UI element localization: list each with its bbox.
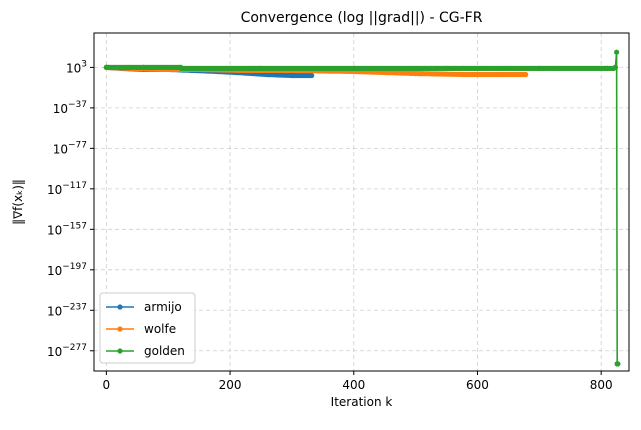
y-tick-label: 10−197 (47, 262, 87, 278)
y-axis-label: ‖∇f(xₖ)‖ (11, 179, 25, 225)
y-tick-label: 10−117 (47, 181, 87, 197)
series-point-wolfe (413, 70, 419, 77)
series-point-golden (103, 64, 109, 70)
series-point-wolfe (523, 71, 529, 78)
legend: armijo wolfe golden (99, 292, 196, 364)
x-tick-label: 0 (103, 378, 111, 392)
chart-title: Convergence (log ||grad||) - CG-FR (241, 10, 483, 26)
legend-item-golden: golden (106, 344, 185, 358)
x-tick-label: 800 (590, 378, 613, 392)
series-layer (103, 49, 621, 367)
series-point-armijo (309, 72, 315, 79)
series-point-golden (614, 49, 620, 55)
x-axis-label: Iteration k (331, 395, 393, 409)
plot-frame (93, 32, 630, 372)
y-tick-label: 10−37 (53, 100, 87, 116)
series-point-golden (178, 65, 184, 71)
series-point-wolfe (462, 71, 468, 78)
series-point-golden (443, 65, 450, 71)
legend-label-armijo: armijo (144, 300, 182, 314)
x-tick-label: 600 (466, 378, 489, 392)
x-axis-ticks: 0 200 400 600 800 (103, 371, 613, 392)
series-point-golden (258, 65, 264, 71)
x-tick-label: 200 (219, 378, 242, 392)
series-point-golden (612, 64, 619, 70)
legend-marker-wolfe (117, 326, 123, 332)
legend-label-golden: golden (144, 344, 185, 358)
y-tick-label: 10−157 (47, 221, 87, 237)
y-tick-label: 10−77 (53, 140, 87, 156)
series-point-golden (351, 65, 357, 71)
legend-items: armijo wolfe golden (106, 300, 185, 358)
legend-item-armijo: armijo (106, 300, 182, 314)
legend-marker-armijo (117, 304, 123, 310)
series-point-golden (604, 65, 611, 71)
series-point-armijo (264, 71, 270, 78)
series-point-golden (615, 361, 621, 367)
legend-label-wolfe: wolfe (144, 322, 176, 336)
y-tick-label: 10−237 (47, 302, 87, 318)
series-golden (103, 49, 621, 367)
y-tick-label: 10−277 (47, 343, 87, 359)
y-tick-label: 103 (66, 59, 87, 75)
legend-item-wolfe: wolfe (106, 322, 176, 336)
series-point-golden (140, 64, 147, 70)
y-axis-ticks: 103 10−37 10−77 10−117 10−157 10−197 10−237 10−… (47, 59, 94, 359)
legend-marker-golden (117, 348, 123, 354)
series-point-armijo (289, 72, 295, 79)
legend-box (99, 292, 196, 364)
x-tick-label: 400 (342, 378, 365, 392)
series-point-golden (536, 65, 542, 71)
series-point-wolfe (499, 71, 505, 78)
